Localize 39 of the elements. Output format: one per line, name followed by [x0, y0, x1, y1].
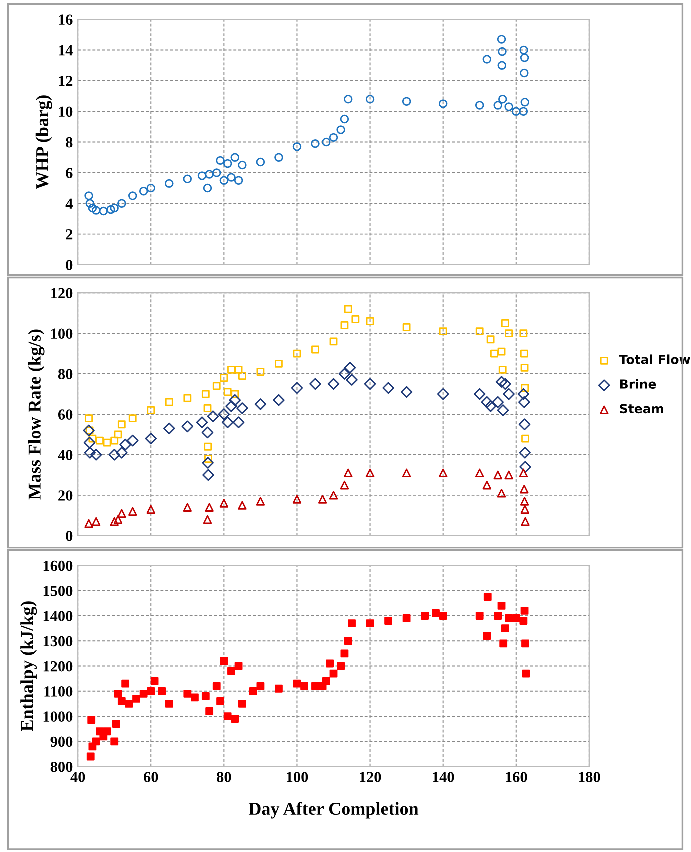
x-tick-label: 60 [144, 772, 158, 782]
y-tick-label: 80 [58, 369, 73, 380]
y-tick-label: 8 [66, 137, 73, 148]
y-tick-label: 0 [66, 260, 73, 270]
legend-label: Total Flow [619, 354, 690, 364]
y-tick-label: 20 [58, 490, 73, 501]
y-tick-label: 1200 [44, 661, 73, 672]
y-tick-label: 10 [59, 106, 73, 118]
y-tick-label: 40 [58, 450, 73, 460]
y-axis-title: Enthalpy (kJ/kg) [20, 602, 38, 732]
y-tick-label: 12 [59, 76, 73, 86]
y-tick-label: 2 [66, 229, 73, 240]
y-axis-title: Mass Flow Rate (kg/s) [28, 330, 45, 500]
legend-label: Steam [620, 404, 664, 414]
y-tick-label: 14 [59, 45, 73, 56]
x-tick-label: 180 [579, 772, 600, 782]
y-tick-label: 4 [66, 198, 73, 209]
legend-label: Brine [620, 379, 656, 389]
y-tick-label: 0 [66, 531, 73, 542]
x-tick-label: 80 [217, 772, 232, 782]
y-tick-label: 6 [66, 168, 73, 178]
y-tick-label: 1100 [44, 686, 73, 697]
y-tick-label: 60 [58, 410, 73, 420]
y-tick-label: 100 [52, 328, 73, 340]
x-tick-label: 100 [286, 772, 308, 782]
y-tick-label: 900 [50, 736, 73, 748]
x-axis-title: Day After Completion [248, 802, 419, 819]
y-tick-label: 1300 [44, 636, 73, 647]
y-tick-label: 1400 [44, 611, 73, 622]
y-tick-label: 1600 [44, 560, 73, 572]
y-tick-label: 1500 [44, 586, 73, 596]
y-tick-label: 800 [50, 762, 73, 772]
y-tick-label: 120 [52, 288, 73, 299]
x-tick-label: 140 [433, 772, 454, 782]
x-tick-label: 160 [506, 772, 528, 782]
y-tick-label: 16 [59, 14, 73, 26]
x-tick-label: 120 [360, 772, 382, 782]
y-tick-label: 1000 [44, 712, 73, 722]
y-axis-title: WHP (barg) [36, 96, 52, 190]
